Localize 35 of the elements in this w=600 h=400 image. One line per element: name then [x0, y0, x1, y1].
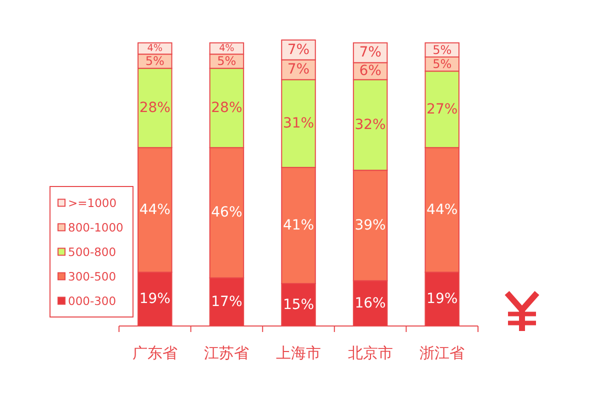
- data-label: 6%: [359, 63, 382, 80]
- legend-label: 500-800: [68, 244, 116, 259]
- data-label: 46%: [211, 204, 242, 221]
- data-label: 31%: [282, 116, 314, 132]
- data-label: 28%: [139, 100, 170, 116]
- data-label: 4%: [147, 42, 163, 54]
- data-label: 5%: [432, 57, 452, 72]
- data-label: 7%: [287, 62, 310, 78]
- data-label: 7%: [287, 42, 310, 58]
- x-tick-label: 北京市: [348, 344, 393, 362]
- x-tick-label: 广东省: [132, 344, 178, 362]
- data-label: 19%: [139, 291, 170, 308]
- x-tick-label: 浙江省: [420, 344, 465, 362]
- legend-label: 800-1000: [68, 220, 124, 234]
- data-label: 17%: [211, 294, 242, 310]
- data-label: 44%: [426, 202, 458, 218]
- data-label: 5%: [217, 54, 236, 68]
- data-label: 15%: [282, 296, 314, 313]
- data-label: 7%: [359, 44, 382, 61]
- data-label: 39%: [354, 217, 386, 234]
- data-label: 41%: [282, 217, 314, 234]
- legend-label: >=1000: [68, 196, 117, 210]
- data-label: 5%: [145, 54, 164, 68]
- data-label: 5%: [432, 42, 452, 57]
- legend-label: 000-300: [68, 294, 116, 308]
- data-label: 44%: [139, 202, 170, 218]
- data-label: 28%: [211, 100, 242, 116]
- x-tick-label: 上海市: [276, 344, 321, 362]
- legend-label: 300-500: [68, 269, 116, 284]
- x-tick-label: 江苏省: [204, 344, 250, 362]
- data-label: 16%: [354, 295, 386, 312]
- data-label: 27%: [426, 101, 458, 118]
- data-label: 32%: [354, 116, 386, 133]
- data-label: 4%: [219, 42, 234, 54]
- data-label: 19%: [426, 291, 458, 308]
